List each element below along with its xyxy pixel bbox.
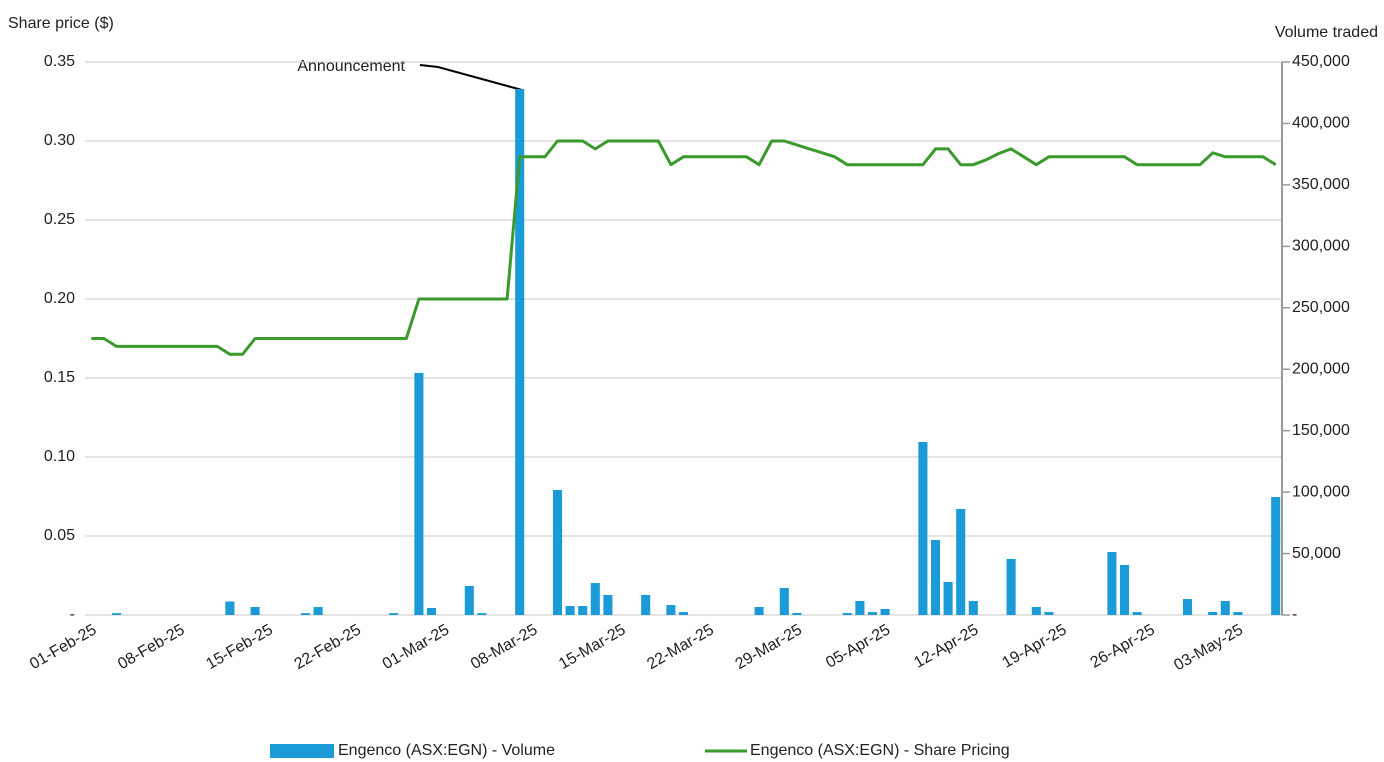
bar — [515, 89, 525, 616]
x-tick-label: 15-Mar-25 — [556, 621, 629, 673]
y2-tick-label: 450,000 — [1292, 53, 1350, 70]
x-tick-label: 03-May-25 — [1171, 621, 1246, 674]
y2-tick-label: - — [1292, 606, 1297, 623]
x-tick-label: 19-Apr-25 — [999, 621, 1069, 671]
x-tick-label: 22-Feb-25 — [292, 621, 365, 673]
bar — [300, 613, 311, 615]
legend-swatch — [270, 744, 334, 758]
bar — [792, 613, 802, 615]
y2-tick-label: 100,000 — [1292, 483, 1350, 500]
y2-tick-label: 300,000 — [1292, 238, 1350, 255]
legend-label: Engenco (ASX:EGN) - Volume — [338, 742, 555, 759]
bar — [111, 613, 122, 615]
bar — [603, 594, 613, 615]
x-tick-label: 08-Mar-25 — [468, 621, 541, 673]
y-tick-label: 0.20 — [44, 290, 75, 307]
bar — [552, 490, 563, 615]
x-tick-label: 08-Feb-25 — [115, 621, 188, 673]
bar — [918, 441, 928, 615]
x-tick-label: 01-Mar-25 — [380, 621, 453, 673]
bar — [1208, 612, 1218, 615]
bar — [565, 606, 575, 615]
bar — [754, 607, 764, 615]
x-tick-label: 05-Apr-25 — [823, 621, 893, 671]
bar — [1132, 612, 1142, 615]
bar — [426, 607, 437, 615]
bar — [578, 606, 588, 615]
bar — [930, 540, 941, 615]
bar — [1044, 612, 1054, 615]
y2-tick-label: 250,000 — [1292, 299, 1350, 316]
bar — [855, 600, 865, 615]
y-tick-label: 0.15 — [44, 369, 75, 386]
x-tick-label: 01-Feb-25 — [27, 621, 100, 673]
bar — [1220, 600, 1230, 615]
y2-axis-label: Volume traded — [1275, 24, 1378, 41]
y-tick-label: - — [70, 606, 75, 623]
x-tick-label: 12-Apr-25 — [911, 621, 981, 671]
annotation: Announcement — [297, 58, 405, 75]
x-tick-label: 26-Apr-25 — [1088, 621, 1158, 671]
y2-tick-label: 50,000 — [1292, 545, 1341, 562]
bar — [1119, 564, 1130, 615]
x-tick-label: 15-Feb-25 — [203, 621, 276, 673]
x-tick-label: 29-Mar-25 — [733, 621, 806, 673]
bar — [313, 607, 323, 615]
bar — [1006, 558, 1016, 615]
bar — [842, 613, 852, 615]
y2-tick-label: 350,000 — [1292, 176, 1350, 193]
y2-tick-label: 400,000 — [1292, 115, 1350, 132]
bar — [1031, 607, 1041, 615]
bar — [1107, 551, 1117, 615]
bar — [225, 601, 235, 615]
bar — [666, 605, 676, 615]
bar — [250, 607, 260, 615]
bar — [779, 587, 789, 615]
bar — [414, 372, 424, 615]
bar — [590, 583, 600, 615]
bar — [477, 613, 487, 615]
y-axis-label: Share price ($) — [8, 15, 114, 32]
price-line — [91, 139, 1277, 356]
y-tick-label: 0.25 — [44, 211, 75, 228]
y-tick-label: 0.10 — [44, 448, 75, 465]
y-tick-label: 0.35 — [44, 53, 75, 70]
bar — [678, 612, 689, 615]
bar — [968, 600, 978, 615]
bar — [1182, 599, 1193, 615]
bar — [1271, 497, 1281, 615]
x-tick-label: 22-Mar-25 — [644, 621, 717, 673]
y-tick-label: 0.30 — [44, 132, 75, 149]
annotation-leader — [419, 64, 523, 91]
bar — [880, 608, 890, 615]
legend-label: Engenco (ASX:EGN) - Share Pricing — [750, 742, 1010, 759]
y2-tick-label: 200,000 — [1292, 360, 1350, 377]
y2-tick-label: 150,000 — [1292, 422, 1350, 439]
bar — [956, 508, 966, 615]
bar — [464, 585, 474, 615]
bar — [641, 594, 651, 615]
bar — [389, 613, 399, 615]
bar — [943, 581, 953, 615]
y-tick-label: 0.05 — [44, 527, 75, 544]
bar — [867, 612, 878, 615]
bar — [1233, 612, 1243, 615]
